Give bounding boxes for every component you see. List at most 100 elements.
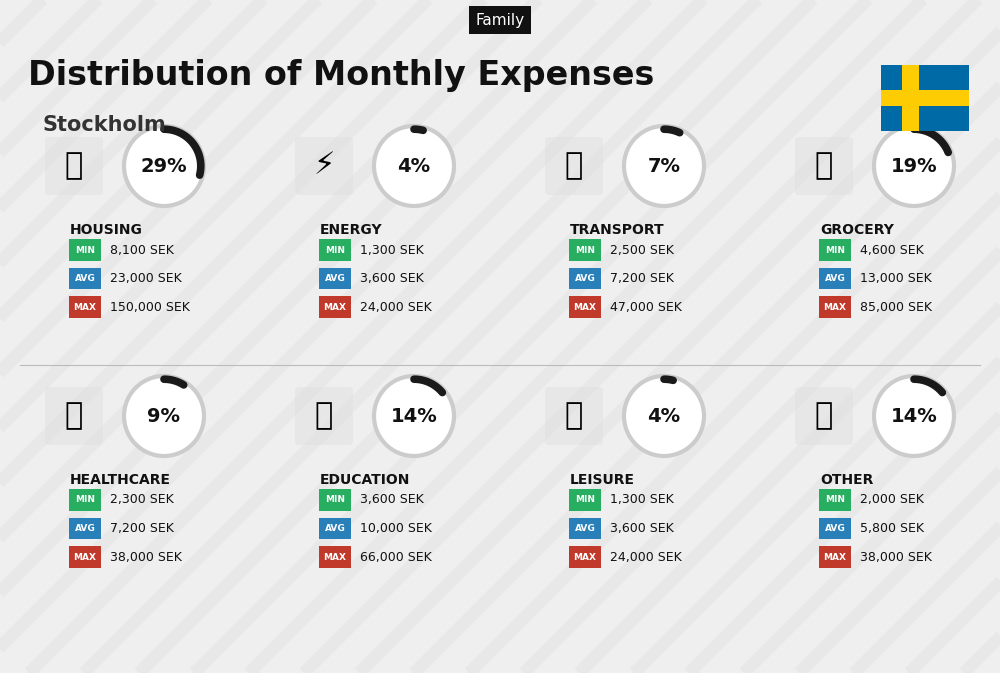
Text: 8,100 SEK: 8,100 SEK xyxy=(110,244,174,256)
Text: 13,000 SEK: 13,000 SEK xyxy=(860,272,932,285)
Text: AVG: AVG xyxy=(825,274,845,283)
Text: MAX: MAX xyxy=(824,302,847,312)
FancyBboxPatch shape xyxy=(569,489,601,511)
Text: 7,200 SEK: 7,200 SEK xyxy=(610,272,674,285)
Text: MIN: MIN xyxy=(575,495,595,505)
Text: 🎓: 🎓 xyxy=(315,402,333,431)
Text: 19%: 19% xyxy=(891,157,937,176)
FancyBboxPatch shape xyxy=(819,239,851,260)
Text: 5,800 SEK: 5,800 SEK xyxy=(860,522,924,535)
Text: MAX: MAX xyxy=(574,553,596,561)
FancyBboxPatch shape xyxy=(319,239,351,260)
FancyBboxPatch shape xyxy=(569,518,601,539)
Text: Distribution of Monthly Expenses: Distribution of Monthly Expenses xyxy=(28,59,654,92)
Text: ⚡: ⚡ xyxy=(313,151,335,180)
Text: 38,000 SEK: 38,000 SEK xyxy=(860,551,932,563)
FancyBboxPatch shape xyxy=(819,268,851,289)
Text: 150,000 SEK: 150,000 SEK xyxy=(110,301,190,314)
Text: 2,300 SEK: 2,300 SEK xyxy=(110,493,174,507)
FancyBboxPatch shape xyxy=(69,489,101,511)
Circle shape xyxy=(624,376,704,456)
Text: 85,000 SEK: 85,000 SEK xyxy=(860,301,932,314)
FancyBboxPatch shape xyxy=(319,489,351,511)
FancyBboxPatch shape xyxy=(295,387,353,445)
FancyBboxPatch shape xyxy=(819,489,851,511)
Text: MAX: MAX xyxy=(74,553,97,561)
Text: 3,600 SEK: 3,600 SEK xyxy=(610,522,674,535)
Text: 9%: 9% xyxy=(148,406,180,425)
Text: 💰: 💰 xyxy=(815,402,833,431)
Text: GROCERY: GROCERY xyxy=(820,223,894,237)
Text: AVG: AVG xyxy=(825,524,845,533)
Text: 🛍️: 🛍️ xyxy=(565,402,583,431)
Text: EDUCATION: EDUCATION xyxy=(320,473,410,487)
Text: HEALTHCARE: HEALTHCARE xyxy=(70,473,171,487)
FancyBboxPatch shape xyxy=(319,546,351,568)
FancyBboxPatch shape xyxy=(295,137,353,195)
FancyBboxPatch shape xyxy=(819,518,851,539)
Text: 14%: 14% xyxy=(391,406,437,425)
Circle shape xyxy=(874,126,954,206)
Text: 1,300 SEK: 1,300 SEK xyxy=(610,493,674,507)
FancyBboxPatch shape xyxy=(69,268,101,289)
FancyBboxPatch shape xyxy=(569,268,601,289)
FancyBboxPatch shape xyxy=(319,268,351,289)
Text: AVG: AVG xyxy=(75,524,95,533)
Text: LEISURE: LEISURE xyxy=(570,473,635,487)
Text: MIN: MIN xyxy=(75,495,95,505)
Text: 14%: 14% xyxy=(891,406,937,425)
Text: 29%: 29% xyxy=(141,157,187,176)
FancyBboxPatch shape xyxy=(819,296,851,318)
Text: 7,200 SEK: 7,200 SEK xyxy=(110,522,174,535)
FancyBboxPatch shape xyxy=(795,137,853,195)
FancyBboxPatch shape xyxy=(569,546,601,568)
Text: Stockholm: Stockholm xyxy=(42,115,166,135)
Text: 2,500 SEK: 2,500 SEK xyxy=(610,244,674,256)
FancyBboxPatch shape xyxy=(69,239,101,260)
Circle shape xyxy=(124,376,204,456)
Text: Family: Family xyxy=(475,13,525,28)
FancyBboxPatch shape xyxy=(45,137,103,195)
FancyBboxPatch shape xyxy=(69,518,101,539)
Text: MIN: MIN xyxy=(575,246,595,254)
Text: AVG: AVG xyxy=(325,274,345,283)
Text: 🏗️: 🏗️ xyxy=(65,151,83,180)
FancyBboxPatch shape xyxy=(69,296,101,318)
Circle shape xyxy=(374,376,454,456)
FancyBboxPatch shape xyxy=(45,387,103,445)
Text: MAX: MAX xyxy=(323,302,346,312)
Text: 38,000 SEK: 38,000 SEK xyxy=(110,551,182,563)
Text: 1,300 SEK: 1,300 SEK xyxy=(360,244,424,256)
Text: TRANSPORT: TRANSPORT xyxy=(570,223,665,237)
Circle shape xyxy=(124,126,204,206)
FancyBboxPatch shape xyxy=(569,296,601,318)
Text: 66,000 SEK: 66,000 SEK xyxy=(360,551,432,563)
FancyBboxPatch shape xyxy=(819,546,851,568)
Text: ENERGY: ENERGY xyxy=(320,223,383,237)
Text: MIN: MIN xyxy=(825,495,845,505)
Text: MAX: MAX xyxy=(574,302,596,312)
Text: MAX: MAX xyxy=(74,302,97,312)
Text: 4%: 4% xyxy=(397,157,431,176)
Text: OTHER: OTHER xyxy=(820,473,873,487)
FancyBboxPatch shape xyxy=(881,65,969,131)
Text: 4%: 4% xyxy=(647,406,681,425)
Text: 3,600 SEK: 3,600 SEK xyxy=(360,493,424,507)
Circle shape xyxy=(624,126,704,206)
Text: 24,000 SEK: 24,000 SEK xyxy=(360,301,432,314)
Text: 🩺: 🩺 xyxy=(65,402,83,431)
FancyBboxPatch shape xyxy=(69,546,101,568)
Text: 23,000 SEK: 23,000 SEK xyxy=(110,272,182,285)
Text: AVG: AVG xyxy=(75,274,95,283)
Text: MIN: MIN xyxy=(825,246,845,254)
Text: MIN: MIN xyxy=(325,246,345,254)
Text: 47,000 SEK: 47,000 SEK xyxy=(610,301,682,314)
FancyBboxPatch shape xyxy=(569,239,601,260)
FancyBboxPatch shape xyxy=(545,387,603,445)
Text: 🚌: 🚌 xyxy=(565,151,583,180)
FancyBboxPatch shape xyxy=(545,137,603,195)
FancyBboxPatch shape xyxy=(319,518,351,539)
Text: HOUSING: HOUSING xyxy=(70,223,143,237)
Text: MIN: MIN xyxy=(325,495,345,505)
Text: MAX: MAX xyxy=(824,553,847,561)
